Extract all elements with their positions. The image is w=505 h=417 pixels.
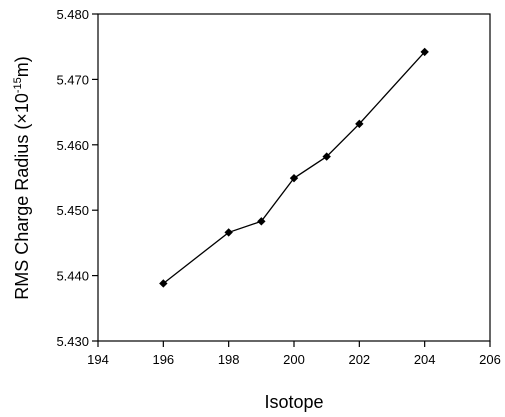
x-axis-title: Isotope	[264, 392, 323, 412]
y-tick-label: 5.440	[56, 269, 89, 284]
x-tick-label: 196	[152, 352, 174, 367]
y-tick-label: 5.430	[56, 334, 89, 349]
x-tick-label: 198	[218, 352, 240, 367]
x-tick-label: 194	[87, 352, 109, 367]
x-tick-label: 202	[348, 352, 370, 367]
y-axis-title-exponent: -15	[12, 77, 24, 93]
data-point-marker	[257, 217, 266, 226]
x-tick-label: 200	[283, 352, 305, 367]
y-axis-title-unit: m)	[12, 56, 32, 77]
data-point-marker	[322, 152, 331, 161]
y-axis-ticks: 5.430 5.440 5.450 5.460 5.470 5.480	[56, 7, 98, 349]
y-axis-title-main: RMS Charge Radius (×10	[12, 93, 32, 300]
y-tick-label: 5.480	[56, 7, 89, 22]
data-point-marker	[355, 119, 364, 129]
x-tick-label: 204	[414, 352, 436, 367]
y-tick-label: 5.450	[56, 203, 89, 218]
x-tick-label: 206	[479, 352, 501, 367]
data-point-marker	[159, 279, 168, 288]
series-line	[162, 51, 426, 284]
data-point-marker	[289, 173, 299, 183]
y-tick-label: 5.460	[56, 138, 89, 153]
y-tick-label: 5.470	[56, 72, 89, 87]
series-layer	[159, 47, 429, 288]
x-axis-ticks: 194 196 198 200 202 204 206	[87, 341, 501, 367]
data-point-marker	[224, 228, 233, 237]
y-axis-title: RMS Charge Radius (×10-15m)	[12, 56, 32, 300]
data-point-marker	[420, 47, 429, 57]
